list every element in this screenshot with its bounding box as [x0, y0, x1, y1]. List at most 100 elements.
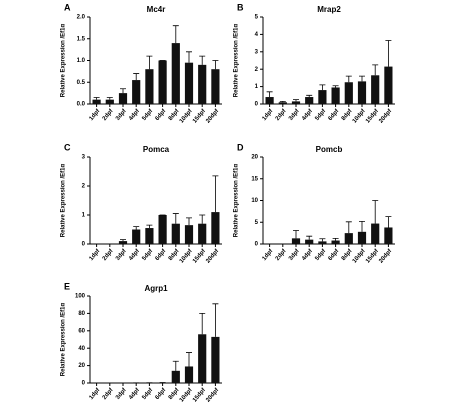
bar: [278, 102, 287, 104]
panel-letter: E: [64, 281, 70, 291]
error-bar: [332, 85, 339, 88]
y-axis-label: Relative Expression /Ef1α: [61, 302, 67, 376]
bar: [158, 60, 167, 104]
bar: [344, 233, 353, 244]
bar: [158, 215, 167, 244]
y-tick-label: 0: [82, 242, 86, 248]
bar: [198, 223, 207, 244]
x-tick-label: 5dpf: [141, 248, 154, 262]
error-bar: [385, 216, 392, 228]
bar: [371, 75, 380, 104]
error-bar: [372, 200, 379, 224]
error-bar: [359, 220, 365, 232]
x-tick-label: 15dpf: [365, 248, 381, 265]
error-bar: [199, 55, 206, 65]
error-bar: [199, 313, 206, 335]
x-tick-label: 2dpf: [102, 248, 115, 262]
bar: [118, 93, 128, 104]
x-tick-label: 4dpf: [128, 387, 141, 401]
bar: [265, 97, 274, 104]
bar: [384, 66, 393, 104]
y-tick-label: 0: [82, 381, 86, 387]
x-tick-label: 1dpf: [89, 248, 102, 262]
y-tick-label: 5: [255, 220, 259, 226]
error-bar: [120, 239, 126, 242]
bar: [118, 241, 128, 244]
panel-letter: B: [237, 2, 244, 12]
x-tick-label: 4dpf: [128, 248, 141, 262]
bar: [211, 336, 220, 383]
x-tick-label: 1dpf: [262, 108, 275, 122]
bar: [145, 228, 154, 244]
bar: [171, 43, 180, 104]
x-tick-label: 5dpf: [141, 108, 154, 122]
x-tick-label: 15dpf: [192, 387, 208, 404]
error-bar: [186, 217, 192, 226]
bar: [184, 62, 194, 104]
x-tick-label: 2dpf: [275, 108, 288, 122]
chart-title: Pomca: [143, 145, 170, 154]
error-bar: [345, 75, 352, 83]
error-bar: [266, 91, 273, 98]
bar: [198, 334, 207, 383]
x-tick-label: 15dpf: [192, 248, 208, 265]
error-bar: [199, 214, 206, 224]
x-tick-label: 15dpf: [192, 108, 208, 125]
bar: [371, 223, 380, 244]
error-bar: [212, 175, 219, 213]
x-tick-label: 1dpf: [262, 248, 275, 262]
panel-letter: C: [64, 142, 71, 152]
bar: [357, 231, 367, 244]
y-tick-label: 1.0: [77, 58, 86, 64]
bar: [344, 82, 353, 104]
chart-title: Mrap2: [317, 5, 341, 14]
y-axis-label: Relative Expression /Ef1α: [61, 23, 67, 97]
bar: [105, 99, 114, 104]
x-tick-label: 20dpf: [378, 248, 394, 265]
error-bar: [172, 25, 179, 44]
x-tick-label: 2dpf: [102, 108, 115, 122]
y-tick-label: 15: [251, 176, 258, 182]
error-bar: [306, 235, 313, 240]
error-bar: [293, 230, 299, 239]
error-bar: [279, 100, 286, 103]
error-bar: [359, 75, 365, 82]
x-tick-label: 6dpf: [328, 248, 341, 262]
y-axis-label: Relative Expression /Ef1α: [61, 163, 67, 237]
error-bar: [133, 73, 140, 81]
bar: [145, 69, 154, 104]
x-tick-label: 10dpf: [352, 108, 368, 125]
x-tick-label: 20dpf: [205, 387, 221, 404]
y-tick-label: 0: [255, 242, 259, 248]
chart-title: Mc4r: [147, 5, 166, 14]
y-tick-label: 40: [78, 346, 85, 352]
bar: [184, 225, 194, 244]
error-bar: [93, 97, 100, 100]
bar: [132, 80, 141, 104]
x-tick-label: 20dpf: [378, 108, 394, 125]
x-tick-label: 4dpf: [301, 248, 314, 262]
x-tick-label: 3dpf: [115, 248, 128, 262]
y-tick-label: 1: [82, 213, 86, 219]
bar: [132, 229, 141, 244]
error-bar: [345, 221, 352, 234]
bar: [331, 87, 340, 104]
error-bar: [372, 64, 379, 76]
bar: [318, 90, 327, 104]
error-bar: [172, 360, 179, 371]
y-tick-label: 3: [255, 49, 259, 55]
y-tick-label: 0.0: [77, 102, 86, 108]
error-bar: [212, 60, 219, 70]
chart-title: Pomcb: [316, 145, 343, 154]
x-tick-label: 5dpf: [314, 248, 327, 262]
x-tick-label: 4dpf: [128, 108, 141, 122]
x-tick-label: 3dpf: [288, 248, 301, 262]
bar: [184, 366, 194, 383]
x-tick-label: 20dpf: [205, 108, 221, 125]
bar: [211, 212, 220, 244]
x-tick-label: 3dpf: [288, 108, 301, 122]
error-bar: [146, 55, 153, 70]
bar: [198, 64, 207, 104]
y-tick-label: 0.5: [77, 80, 86, 86]
